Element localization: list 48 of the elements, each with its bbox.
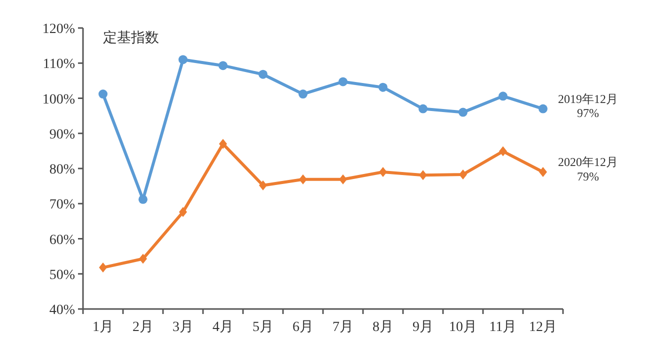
xtick: 2月 <box>132 320 154 335</box>
point <box>539 167 547 178</box>
point <box>98 90 108 99</box>
point <box>499 146 507 156</box>
xtick: 3月 <box>172 320 194 335</box>
xtick: 1月 <box>92 320 114 335</box>
ytick: 110% <box>42 57 75 72</box>
xtick: 11月 <box>489 320 517 335</box>
point <box>459 169 467 180</box>
point <box>219 138 227 149</box>
ytick: 90% <box>49 127 75 142</box>
xtick: 5月 <box>252 320 274 335</box>
ytick: 70% <box>49 198 75 213</box>
point <box>259 180 267 190</box>
point <box>418 104 428 114</box>
point <box>378 82 388 92</box>
ytick: 100% <box>42 92 75 108</box>
point <box>218 61 228 70</box>
point <box>538 104 548 114</box>
point <box>298 90 308 99</box>
ytick: 60% <box>49 232 75 248</box>
point <box>379 167 387 178</box>
xtick: 10月 <box>449 320 477 335</box>
point <box>258 70 268 79</box>
ytick: 80% <box>49 162 75 178</box>
point <box>498 92 508 101</box>
xtick: 7月 <box>332 320 354 335</box>
ytick: 120% <box>42 22 75 37</box>
annotation: 2020年12月 79% <box>558 155 618 184</box>
xtick: 4月 <box>212 320 234 335</box>
ytick: 40% <box>49 303 75 318</box>
xtick: 12月 <box>529 320 557 335</box>
point <box>419 170 427 180</box>
xtick: 9月 <box>412 320 434 335</box>
point <box>458 108 468 117</box>
xtick: 6月 <box>292 320 314 335</box>
point <box>99 262 107 273</box>
point <box>179 207 187 218</box>
point <box>178 55 188 64</box>
title: 定基指数 <box>103 31 159 46</box>
point <box>299 174 307 184</box>
point <box>138 194 148 204</box>
xtick: 8月 <box>372 320 394 335</box>
point <box>339 174 347 184</box>
ytick: 50% <box>49 268 75 283</box>
point <box>139 254 147 264</box>
point <box>338 77 348 86</box>
annotation: 2019年12月 97% <box>558 92 618 120</box>
